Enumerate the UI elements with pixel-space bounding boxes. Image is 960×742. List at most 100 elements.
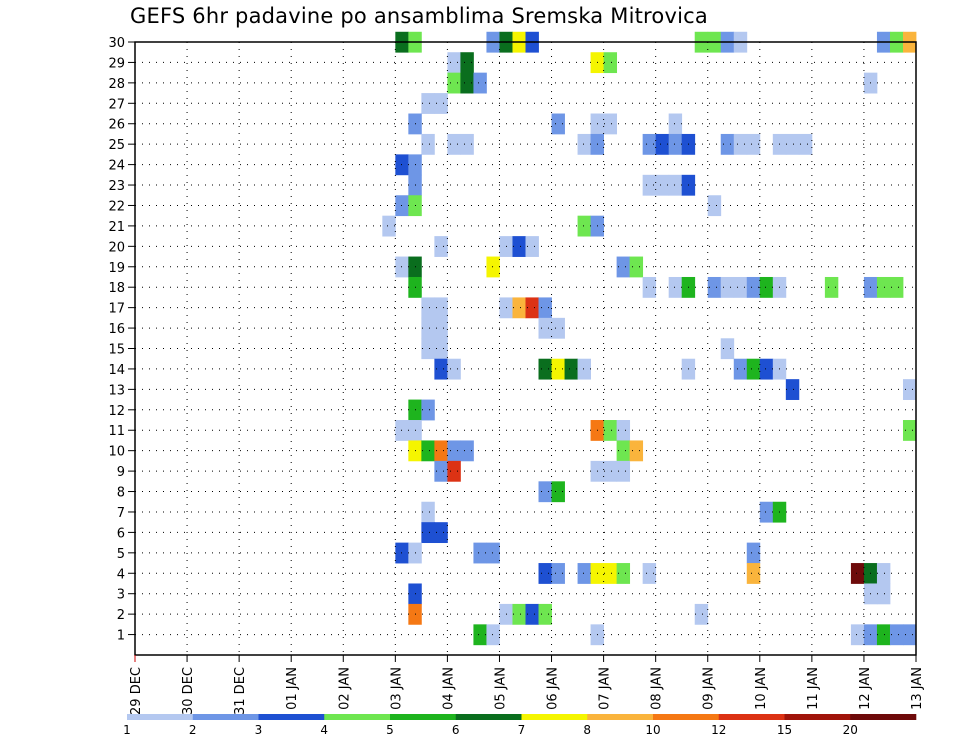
heatmap-cell bbox=[902, 420, 917, 441]
heatmap-cell bbox=[577, 133, 591, 155]
x-tick-label: 06 JAN bbox=[546, 667, 561, 710]
x-tick-label: 12 JAN bbox=[858, 667, 873, 710]
y-tick-label: 6 bbox=[117, 526, 125, 541]
x-tick-label: 08 JAN bbox=[650, 667, 665, 710]
y-tick-label: 27 bbox=[108, 97, 125, 112]
x-tick-label: 11 JAN bbox=[806, 667, 821, 710]
colorbar-swatch bbox=[653, 714, 720, 720]
heatmap-cell bbox=[720, 276, 735, 298]
heatmap-cell bbox=[759, 358, 774, 380]
y-tick-label: 22 bbox=[108, 199, 125, 214]
colorbar-level-label: 15 bbox=[777, 723, 792, 737]
heatmap-cell bbox=[512, 236, 526, 257]
colorbar-level-label: 7 bbox=[518, 723, 526, 737]
y-tick-label: 23 bbox=[108, 179, 125, 194]
colorbar-level-label: 1 bbox=[123, 723, 131, 737]
y-tick-label: 8 bbox=[117, 486, 125, 501]
colorbar-level-label: 2 bbox=[189, 723, 197, 737]
heatmap-cell bbox=[759, 501, 774, 523]
heatmap-cell bbox=[473, 542, 487, 564]
heatmap-cell bbox=[876, 563, 891, 584]
heatmap-cell bbox=[447, 133, 461, 155]
heatmap-cell bbox=[538, 481, 552, 503]
heatmap-cell bbox=[395, 542, 409, 564]
heatmap-cell bbox=[525, 236, 539, 257]
heatmap-cell bbox=[707, 195, 722, 217]
heatmap-cell bbox=[486, 256, 500, 278]
y-tick-label: 24 bbox=[108, 159, 125, 174]
y-tick-label: 3 bbox=[117, 588, 125, 603]
heatmap-cell bbox=[902, 379, 917, 400]
heatmap-cell bbox=[655, 133, 670, 155]
heatmap-cell bbox=[629, 256, 644, 278]
colorbar-level-label: 20 bbox=[843, 723, 858, 737]
y-tick-label: 25 bbox=[108, 138, 125, 153]
heatmap-cell bbox=[460, 72, 474, 94]
heatmap-cell bbox=[421, 522, 435, 544]
x-tick-label: 05 JAN bbox=[493, 667, 508, 710]
heatmap-cell bbox=[538, 358, 552, 380]
colorbar-swatch bbox=[784, 714, 851, 720]
x-tick-label: 02 JAN bbox=[337, 667, 352, 710]
heatmap-cell bbox=[668, 174, 683, 196]
heatmap-cell bbox=[460, 440, 474, 462]
heatmap-cell bbox=[473, 72, 487, 94]
heatmap-cell bbox=[486, 624, 500, 646]
heatmap-cell bbox=[876, 624, 891, 646]
heatmap-cell bbox=[434, 297, 448, 319]
y-tick-label: 1 bbox=[117, 629, 125, 644]
heatmap-cell bbox=[603, 460, 618, 482]
y-tick-label: 2 bbox=[117, 608, 125, 623]
heatmap-cell bbox=[395, 256, 409, 278]
heatmap-cell bbox=[785, 379, 800, 400]
heatmap-cell bbox=[421, 338, 435, 360]
y-tick-label: 19 bbox=[108, 261, 125, 276]
heatmap-cell bbox=[421, 501, 435, 523]
heatmap-cell bbox=[746, 133, 761, 155]
y-tick-label: 15 bbox=[108, 343, 125, 358]
y-tick-label: 18 bbox=[108, 281, 125, 296]
y-tick-label: 9 bbox=[117, 465, 125, 480]
colorbar-level-label: 6 bbox=[452, 723, 460, 737]
colorbar-swatch bbox=[587, 714, 654, 720]
y-tick-label: 20 bbox=[108, 240, 125, 255]
colorbar-level-label: 10 bbox=[645, 723, 660, 737]
y-tick-label: 26 bbox=[108, 118, 125, 133]
heatmap-cell bbox=[395, 195, 409, 217]
y-tick-label: 5 bbox=[117, 547, 125, 562]
heatmap-cell bbox=[668, 276, 683, 298]
heatmap-cell bbox=[421, 399, 435, 421]
heatmap-cell bbox=[889, 276, 904, 298]
heatmap-cell bbox=[746, 358, 761, 380]
heatmap-cell bbox=[551, 481, 565, 503]
heatmap-cell bbox=[707, 276, 722, 298]
heatmap-cell bbox=[551, 317, 565, 339]
heatmap-cell bbox=[460, 52, 474, 74]
y-tick-label: 12 bbox=[108, 404, 125, 419]
heatmap-cell bbox=[395, 154, 409, 176]
colorbar-level-label: 4 bbox=[320, 723, 328, 737]
heatmap-cell bbox=[655, 174, 670, 196]
chart-title: GEFS 6hr padavine po ansamblima Sremska … bbox=[130, 4, 708, 28]
heatmap-cell bbox=[733, 133, 748, 155]
y-tick-label: 29 bbox=[108, 56, 125, 71]
heatmap-cell bbox=[382, 215, 396, 237]
y-tick-label: 16 bbox=[108, 322, 125, 337]
heatmap-cell bbox=[798, 133, 813, 155]
heatmap-cell bbox=[603, 52, 618, 74]
heatmap-cell bbox=[421, 317, 435, 339]
y-tick-label: 10 bbox=[108, 445, 125, 460]
heatmap-cell bbox=[577, 563, 591, 584]
heatmap-cell bbox=[525, 297, 539, 319]
heatmap-cell bbox=[512, 603, 526, 625]
heatmap-cell bbox=[616, 420, 631, 441]
heatmap-cell bbox=[434, 522, 448, 544]
heatmap-cell bbox=[538, 317, 552, 339]
heatmap-cell bbox=[850, 624, 865, 646]
heatmap-cell bbox=[434, 93, 448, 114]
heatmap-cell bbox=[850, 563, 865, 584]
heatmap-cell bbox=[720, 338, 735, 360]
y-tick-label: 14 bbox=[108, 363, 125, 378]
heatmap-cell bbox=[434, 338, 448, 360]
heatmap-cell bbox=[577, 215, 591, 237]
